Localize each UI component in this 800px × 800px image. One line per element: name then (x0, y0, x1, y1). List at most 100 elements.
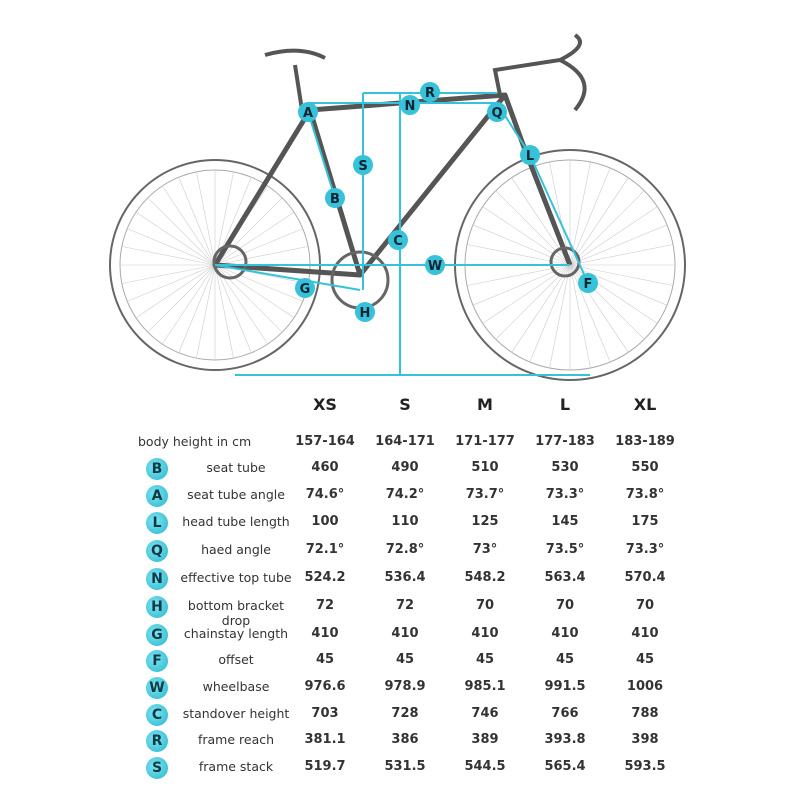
cell-value: 164-171 (375, 434, 435, 449)
label-letter-l: L (526, 149, 534, 164)
row-badge-h: H (146, 596, 168, 618)
spoke (495, 264, 571, 340)
row-badge-c: C (146, 704, 168, 726)
cell-value: 536.4 (384, 570, 426, 585)
cell-value: 110 (391, 514, 419, 529)
cell-value: 393.8 (544, 732, 586, 747)
cell-value: 703 (311, 706, 339, 721)
spoke (495, 190, 571, 266)
bike-diagram: A NR Q L S B C W F G H (109, 33, 686, 381)
size-header-xl: XL (633, 395, 657, 414)
cell-value: 72 (395, 598, 415, 613)
row-label: wheelbase (202, 679, 270, 694)
cell-value: 410 (551, 626, 579, 641)
row-badge-a: A (146, 485, 168, 507)
spoke (529, 264, 571, 363)
cell-value: 72 (315, 598, 335, 613)
row-label: seat tube angle (187, 487, 285, 502)
spoke (569, 224, 668, 266)
row-label: offset (218, 652, 254, 667)
bike-illustration (109, 33, 686, 381)
spoke (511, 264, 571, 353)
cell-value: 45 (395, 652, 415, 667)
row-badge-g: G (146, 624, 168, 646)
label-badge-q (487, 102, 507, 122)
spoke (569, 167, 611, 266)
table-row-body-height: body height in cm 157-164 164-171 171-177 17… (0, 430, 800, 456)
label-badge-b (325, 188, 345, 208)
label-badge-a (298, 102, 318, 122)
label-badge-w (425, 255, 445, 275)
spoke (482, 264, 571, 324)
label-letter-b: B (330, 192, 340, 207)
label-letter-c: C (393, 234, 403, 249)
cell-value: 70 (635, 598, 655, 613)
spoke (161, 185, 216, 266)
label-letter-f: F (584, 277, 593, 292)
spoke (214, 246, 309, 266)
spoke (147, 264, 216, 333)
cell-value: 460 (311, 460, 339, 475)
label-badge-n (400, 95, 420, 115)
cell-value: 991.5 (544, 679, 586, 694)
spoke (121, 246, 216, 266)
spoke (214, 264, 252, 353)
cell-value: 72.8° (385, 542, 425, 557)
cell-value: 73.5° (545, 542, 585, 557)
cell-value: 550 (631, 460, 659, 475)
spoke (147, 197, 216, 266)
row-label: seat tube (206, 460, 266, 475)
cell-value: 410 (471, 626, 499, 641)
cell-value: 978.9 (384, 679, 426, 694)
cell-value: 410 (631, 626, 659, 641)
label-letter-s: S (358, 159, 367, 174)
cell-value: 45 (475, 652, 495, 667)
cell-value: 73.3° (545, 487, 585, 502)
cell-value: 398 (631, 732, 659, 747)
cell-value: 73° (472, 542, 498, 557)
cell-value: 70 (555, 598, 575, 613)
row-label: body height in cm (138, 434, 252, 449)
row-badge-w: W (146, 677, 168, 699)
cell-value: 45 (315, 652, 335, 667)
spoke (569, 264, 668, 306)
spoke (569, 206, 658, 266)
spoke (472, 224, 571, 266)
cell-value: 171-177 (455, 434, 515, 449)
cell-value: 519.7 (304, 759, 346, 774)
cell-value: 45 (635, 652, 655, 667)
row-badge-q: Q (146, 540, 168, 562)
cell-value: 410 (311, 626, 339, 641)
row-badge-s: S (146, 757, 168, 779)
spoke (178, 177, 216, 266)
cell-value: 145 (551, 514, 579, 529)
spoke (135, 264, 216, 319)
spoke (214, 264, 234, 359)
row-label: bottom bracket drop (187, 598, 285, 628)
size-header-s: S (399, 395, 411, 414)
label-letter-a: A (303, 106, 313, 121)
spoke (569, 177, 629, 266)
spoke (161, 264, 216, 345)
spoke (511, 177, 571, 266)
cell-value: 976.6 (304, 679, 346, 694)
size-header-xs: XS (313, 395, 337, 414)
cell-value: 157-164 (295, 434, 355, 449)
spoke (121, 264, 216, 284)
spoke (569, 190, 645, 266)
cell-value: 100 (311, 514, 339, 529)
size-header-l: L (559, 395, 571, 414)
cell-value: 524.2 (304, 570, 346, 585)
cell-value: 125 (471, 514, 499, 529)
spoke (214, 264, 303, 302)
cell-value: 728 (391, 706, 419, 721)
row-badge-f: F (146, 650, 168, 672)
chainring (330, 250, 390, 310)
label-letter-n: N (405, 99, 416, 114)
